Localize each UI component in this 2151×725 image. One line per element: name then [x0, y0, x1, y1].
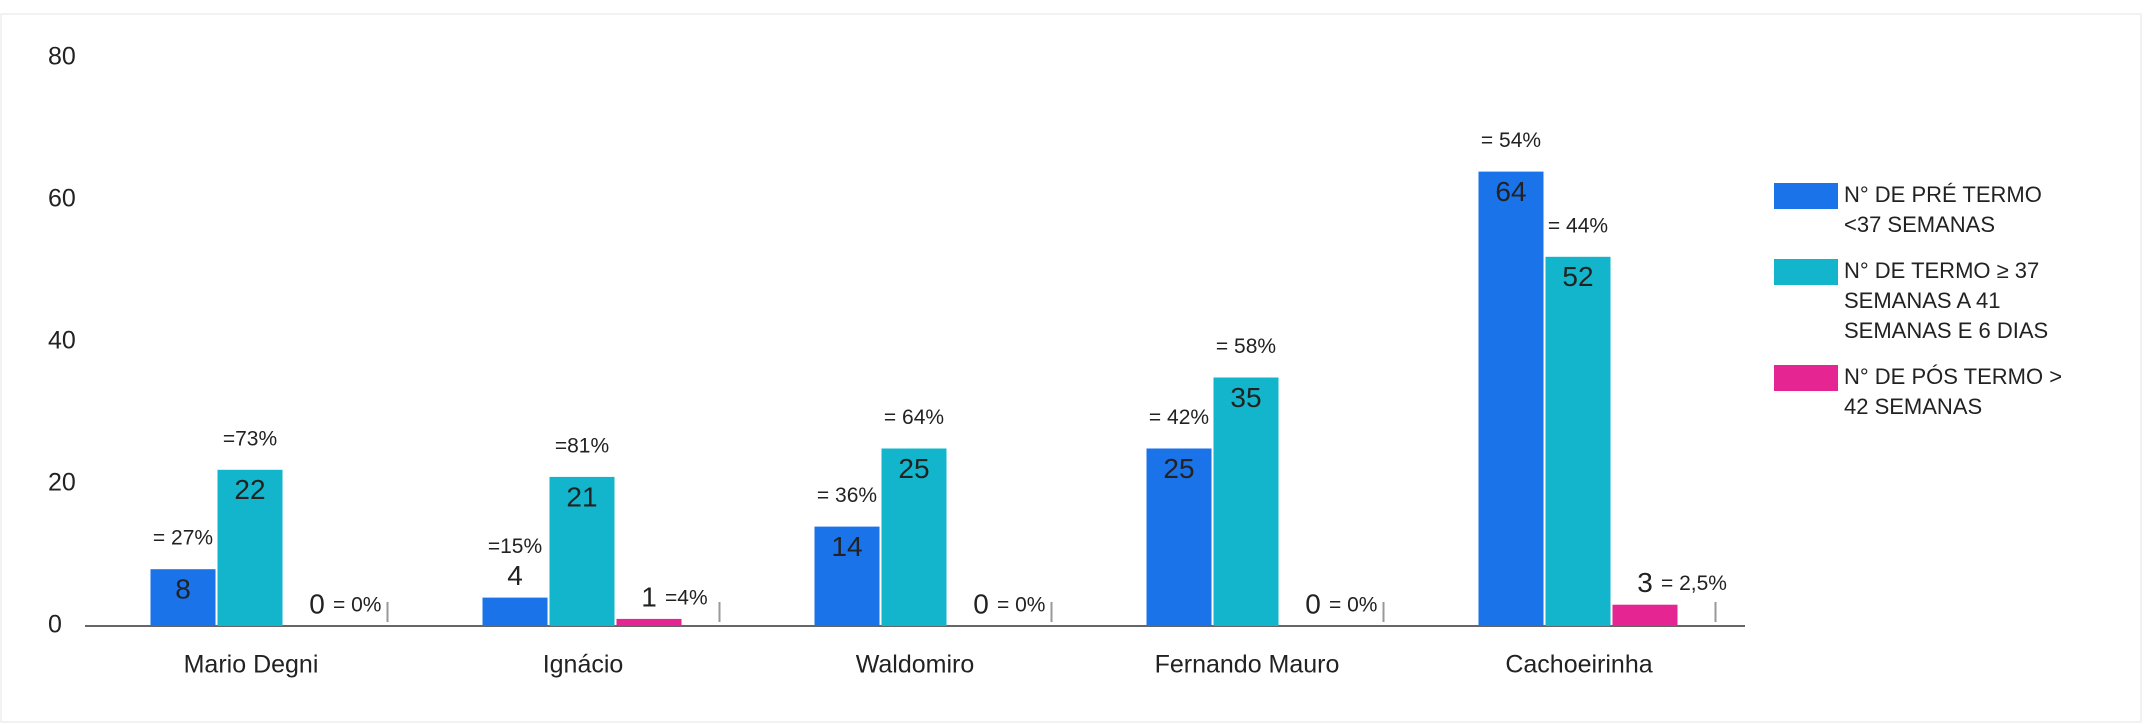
- data-label: 21: [566, 481, 597, 512]
- annotation: = 27%: [153, 527, 213, 550]
- data-label: 0: [973, 588, 989, 619]
- data-label: 35: [1230, 382, 1261, 413]
- x-tick-label: Fernando Mauro: [1155, 651, 1340, 679]
- annotation: = 0%: [997, 594, 1045, 617]
- annotation: = 2,5%: [1661, 572, 1727, 595]
- data-label: 3: [1637, 567, 1653, 598]
- legend-item: N° DE PRÉ TERMO <37 SEMANAS: [1774, 180, 2074, 240]
- data-label: 64: [1495, 176, 1526, 207]
- data-label: 52: [1562, 261, 1593, 292]
- data-label: 22: [234, 474, 265, 505]
- annotation: = 42%: [1149, 406, 1209, 429]
- y-tick-label: 40: [48, 327, 76, 355]
- legend-label: N° DE PÓS TERMO > 42 SEMANAS: [1844, 364, 2063, 419]
- annotation: = 0%: [1329, 594, 1377, 617]
- bar: [482, 597, 548, 626]
- legend-label: N° DE TERMO ≥ 37 SEMANAS A 41 SEMANAS E …: [1844, 258, 2049, 343]
- legend-swatch: [1774, 259, 1838, 285]
- data-label: 0: [1305, 588, 1321, 619]
- bar: [814, 526, 880, 626]
- legend-label: N° DE PRÉ TERMO <37 SEMANAS: [1844, 182, 2042, 237]
- x-tick-label: Cachoeirinha: [1505, 651, 1652, 679]
- bar: [150, 569, 216, 626]
- bar: [1545, 256, 1611, 626]
- card-border: [0, 13, 2142, 723]
- data-label: 8: [175, 574, 191, 605]
- data-label: 25: [898, 453, 929, 484]
- y-tick-label: 0: [48, 611, 62, 639]
- bar: [616, 618, 682, 626]
- annotation: =81%: [555, 434, 609, 457]
- x-tick-label: Mario Degni: [184, 651, 319, 679]
- bar: [1146, 448, 1212, 626]
- data-label: 1: [641, 581, 657, 612]
- annotation: = 64%: [884, 406, 944, 429]
- annotation: = 58%: [1216, 335, 1276, 358]
- annotation: = 54%: [1481, 129, 1541, 152]
- data-label: 25: [1163, 453, 1194, 484]
- x-tick-label: Waldomiro: [856, 651, 975, 679]
- y-tick-label: 80: [48, 43, 76, 71]
- annotation: =73%: [223, 427, 277, 450]
- bar: [217, 469, 283, 626]
- legend-swatch: [1774, 183, 1838, 209]
- data-label: 4: [507, 560, 523, 591]
- annotation: =4%: [665, 586, 708, 609]
- legend-item: N° DE PÓS TERMO > 42 SEMANAS: [1774, 362, 2074, 422]
- data-label: 14: [831, 531, 862, 562]
- annotation: = 36%: [817, 484, 877, 507]
- annotation: =15%: [488, 535, 542, 558]
- legend-item: N° DE TERMO ≥ 37 SEMANAS A 41 SEMANAS E …: [1774, 256, 2074, 346]
- bar: [549, 476, 615, 626]
- x-tick-label: Ignácio: [543, 651, 624, 679]
- legend-swatch: [1774, 365, 1838, 391]
- annotation: = 0%: [333, 594, 381, 617]
- bar: [1612, 604, 1678, 626]
- y-tick-label: 60: [48, 185, 76, 213]
- bar: [1213, 377, 1279, 626]
- y-tick-label: 20: [48, 469, 76, 497]
- annotation: = 44%: [1548, 214, 1608, 237]
- bar: [881, 448, 947, 626]
- bar: [1478, 171, 1544, 626]
- data-label: 0: [309, 588, 325, 619]
- legend: N° DE PRÉ TERMO <37 SEMANAS N° DE TERMO ≥…: [1774, 180, 2074, 438]
